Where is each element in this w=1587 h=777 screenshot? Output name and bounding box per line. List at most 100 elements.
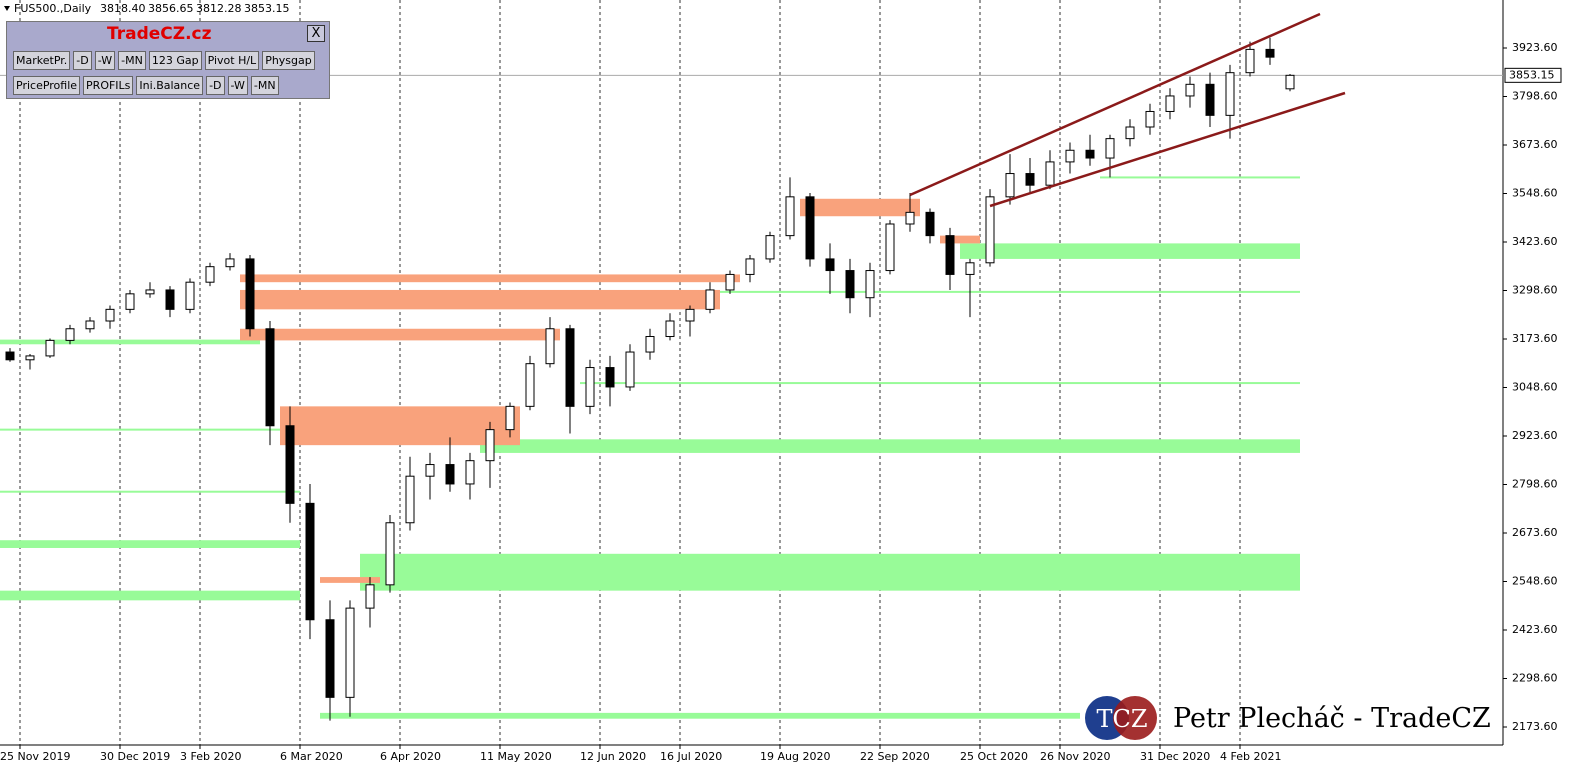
- button-row: MarketPr. -D -W -MN 123 Gap Pivot H/L Physgap: [13, 51, 315, 70]
- toolbar-button[interactable]: 123 Gap: [148, 51, 202, 70]
- ohlc-close: 3853.15: [244, 2, 290, 15]
- toolbar-button[interactable]: PROFILs: [83, 76, 134, 95]
- candle-body: [1225, 72, 1235, 116]
- zone: [960, 243, 1300, 259]
- y-tick-label: 3173.60: [1512, 332, 1558, 345]
- candle-body: [825, 258, 835, 272]
- candle-body: [85, 320, 95, 330]
- candle-body: [465, 460, 475, 485]
- candle-body: [925, 211, 935, 237]
- panel-close[interactable]: X: [307, 25, 325, 42]
- candle-body: [265, 328, 275, 427]
- x-tick-label: 31 Dec 2020: [1140, 750, 1210, 763]
- zone: [680, 290, 1300, 293]
- toolbar-button[interactable]: -W: [227, 76, 248, 95]
- x-tick-label: 19 Aug 2020: [760, 750, 830, 763]
- candle-body: [405, 475, 415, 524]
- candle-body: [585, 367, 595, 407]
- candle-body: [545, 328, 555, 365]
- y-tick-label: 2298.60: [1512, 671, 1558, 684]
- candle-body: [1025, 173, 1035, 186]
- badge-text: TCZ: [1096, 705, 1148, 733]
- trendline-upper: [909, 12, 1321, 197]
- candle-body: [1145, 110, 1155, 128]
- x-tick-label: 4 Feb 2021: [1220, 750, 1281, 763]
- zone: [240, 289, 720, 310]
- y-tick-label: 2923.60: [1512, 429, 1558, 442]
- candle-body: [425, 464, 435, 477]
- candle-body: [1165, 95, 1175, 112]
- zone: [0, 428, 280, 431]
- toolbar-button[interactable]: Ini.Balance: [136, 76, 204, 95]
- zone: [360, 553, 1300, 591]
- toolbar-button[interactable]: -MN: [250, 76, 279, 95]
- candle-body: [485, 429, 495, 462]
- zone: [0, 339, 260, 345]
- candle-body: [1185, 83, 1195, 97]
- zone: [0, 540, 300, 548]
- candle-body: [745, 258, 755, 275]
- candle-body: [805, 196, 815, 260]
- y-tick-label: 3673.60: [1512, 138, 1558, 151]
- candle-body: [205, 266, 215, 283]
- candle-body: [445, 464, 455, 485]
- y-tick-label: 2548.60: [1512, 574, 1558, 587]
- toolbar-button[interactable]: -W: [94, 51, 116, 70]
- x-tick-label: 26 Nov 2020: [1040, 750, 1110, 763]
- toolbar-button[interactable]: -D: [73, 51, 92, 70]
- ohlc-high: 3856.65: [148, 2, 194, 15]
- candle-body: [225, 258, 235, 268]
- candle-body: [1205, 83, 1215, 116]
- x-tick-label: 25 Nov 2019: [0, 750, 70, 763]
- candle-body: [625, 351, 635, 388]
- candle-body: [1285, 74, 1295, 90]
- toolbar-button[interactable]: -D: [206, 76, 225, 95]
- x-tick-label: 25 Oct 2020: [960, 750, 1028, 763]
- candle-body: [1045, 161, 1055, 186]
- candle-body: [1245, 48, 1255, 74]
- candle-body: [5, 351, 15, 361]
- candle-body: [705, 289, 715, 310]
- trendline-lower: [989, 91, 1346, 208]
- zone: [0, 590, 300, 601]
- candle-body: [305, 502, 315, 621]
- y-tick-label: 2673.60: [1512, 526, 1558, 539]
- zone: [320, 712, 1080, 719]
- candle-body: [665, 320, 675, 338]
- logo: TCZ Petr Plecháč - TradeCZ: [1085, 694, 1491, 742]
- candle-body: [145, 289, 155, 295]
- zone: [1100, 176, 1300, 179]
- x-tick-label: 22 Sep 2020: [860, 750, 930, 763]
- y-tick-label: 2173.60: [1512, 720, 1558, 733]
- candle-body: [785, 196, 795, 237]
- y-tick-label: 3548.60: [1512, 186, 1558, 199]
- candle-body: [945, 235, 955, 275]
- candle-body: [65, 328, 75, 341]
- toolbar-button[interactable]: Physgap: [262, 51, 315, 70]
- candle-body: [1005, 173, 1015, 198]
- candle-body: [765, 235, 775, 260]
- panel-title: TradeCZ.cz: [107, 24, 212, 44]
- candle-body: [505, 405, 515, 431]
- toolbar-button[interactable]: MarketPr.: [13, 51, 71, 70]
- toolbox-panel: TradeCZ.cz X MarketPr. -D -W -MN 123 Gap Pivo…: [6, 21, 330, 99]
- toolbar-button[interactable]: -MN: [118, 51, 146, 70]
- candle-body: [165, 289, 175, 310]
- x-tick-label: 12 Jun 2020: [580, 750, 646, 763]
- candle-body: [725, 273, 735, 291]
- candle-body: [1065, 149, 1075, 163]
- menu-arrow[interactable]: [4, 6, 10, 11]
- zone: [0, 490, 300, 493]
- candle-body: [645, 336, 655, 353]
- toolbar-button[interactable]: Pivot H/L: [204, 51, 260, 70]
- y-tick-label: 2423.60: [1512, 623, 1558, 636]
- x-tick-label: 11 May 2020: [480, 750, 552, 763]
- toolbar-button[interactable]: PriceProfile: [13, 76, 81, 95]
- zone: [280, 406, 520, 446]
- candle-body: [1125, 126, 1135, 140]
- candle-body: [105, 308, 115, 322]
- candle-body: [1105, 138, 1115, 159]
- zone: [580, 382, 1300, 385]
- candle-body: [685, 308, 695, 322]
